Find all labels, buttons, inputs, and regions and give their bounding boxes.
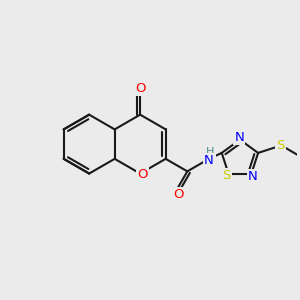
Text: N: N [235,131,244,144]
Text: H: H [206,147,215,158]
Text: S: S [277,139,285,152]
Text: O: O [137,168,148,181]
Text: S: S [222,169,230,182]
Text: N: N [204,154,214,167]
Text: N: N [248,170,257,183]
Text: O: O [135,82,146,95]
Text: O: O [173,188,184,201]
